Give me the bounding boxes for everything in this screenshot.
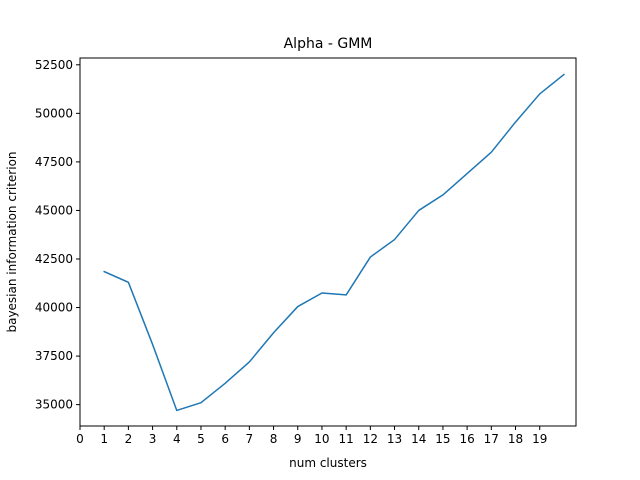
x-tick-label: 13 [387, 432, 402, 446]
x-tick-label: 16 [459, 432, 474, 446]
x-tick-label: 7 [246, 432, 254, 446]
x-tick-label: 15 [435, 432, 450, 446]
x-tick-label: 14 [411, 432, 426, 446]
x-axis-label: num clusters [289, 456, 367, 470]
y-tick-label: 35000 [35, 398, 73, 412]
x-tick-label: 11 [339, 432, 354, 446]
chart-title: Alpha - GMM [284, 36, 373, 52]
y-axis-label: bayesian information criterion [5, 151, 19, 332]
x-tick-label: 0 [76, 432, 84, 446]
x-tick-label: 8 [270, 432, 278, 446]
x-tick-label: 6 [221, 432, 229, 446]
x-tick-label: 9 [294, 432, 302, 446]
y-tick-label: 45000 [35, 203, 73, 217]
y-tick-label: 37500 [35, 349, 73, 363]
x-tick-label: 18 [508, 432, 523, 446]
x-tick-label: 12 [363, 432, 378, 446]
series-line [103, 73, 565, 412]
x-tick-label: 1 [100, 432, 108, 446]
x-tick-label: 19 [532, 432, 547, 446]
x-tick-label: 4 [173, 432, 181, 446]
y-axis: 35000 37500 40000 42500 45000 47500 50000 52500 [35, 58, 80, 412]
y-tick-label: 42500 [35, 252, 73, 266]
axes-frame [79, 57, 577, 427]
plot-area [103, 73, 565, 412]
y-tick-label: 50000 [35, 106, 73, 120]
y-tick-label: 52500 [35, 58, 73, 72]
x-tick-label: 2 [125, 432, 133, 446]
y-tick-label: 47500 [35, 155, 73, 169]
x-axis: 0 1 2 3 4 5 6 7 8 9 10 11 12 13 14 15 16 17 18 19 [76, 426, 547, 446]
x-tick-label: 10 [314, 432, 329, 446]
x-tick-label: 3 [149, 432, 157, 446]
x-tick-label: 17 [484, 432, 499, 446]
y-tick-label: 40000 [35, 301, 73, 315]
x-tick-label: 5 [197, 432, 205, 446]
